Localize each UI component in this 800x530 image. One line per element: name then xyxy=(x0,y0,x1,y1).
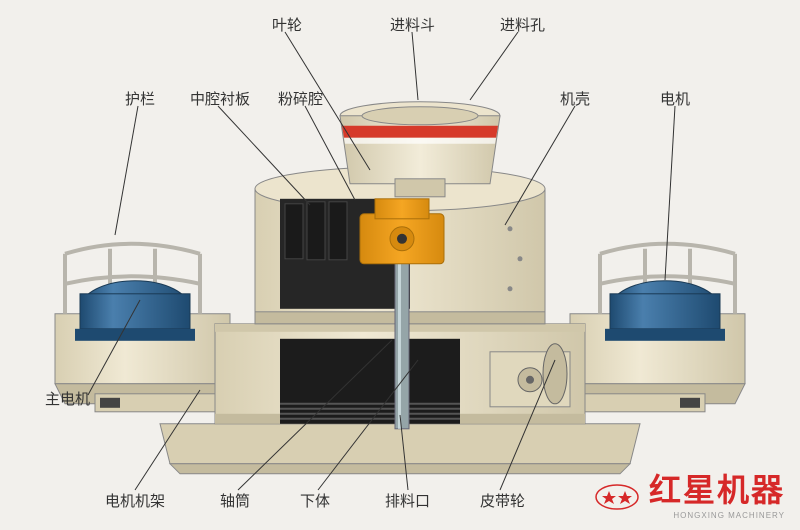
label-impeller: 叶轮 xyxy=(272,14,302,35)
label-main-motor: 主电机 xyxy=(45,388,90,409)
brand-logo: 红星机器 HONGXING MACHINERY xyxy=(595,465,785,520)
label-guardrail: 护栏 xyxy=(125,88,155,109)
machine-diagram xyxy=(40,54,760,494)
label-shaft-tube: 轴筒 xyxy=(220,490,250,511)
label-crush-chamber: 粉碎腔 xyxy=(278,88,323,109)
label-discharge: 排料口 xyxy=(385,490,430,511)
machine-svg xyxy=(40,54,760,494)
label-feed-hole: 进料孔 xyxy=(500,14,545,35)
brand-sub: HONGXING MACHINERY xyxy=(595,511,785,520)
label-feed-hopper: 进料斗 xyxy=(390,14,435,35)
label-motor: 电机 xyxy=(660,88,690,109)
label-pulley: 皮带轮 xyxy=(480,490,525,511)
label-motor-frame: 电机机架 xyxy=(105,490,165,511)
label-liner: 中腔衬板 xyxy=(190,88,250,109)
label-lower-body: 下体 xyxy=(300,490,330,511)
stars-icon xyxy=(595,484,639,510)
label-shell: 机壳 xyxy=(560,88,590,109)
brand-name: 红星机器 xyxy=(649,472,785,508)
